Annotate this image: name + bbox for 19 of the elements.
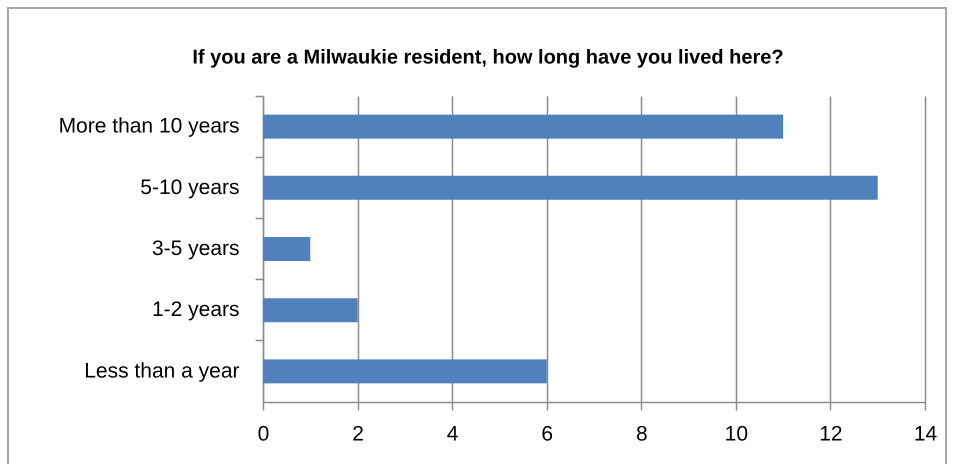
y-tick-label: 5-10 years bbox=[140, 176, 240, 199]
chart-title: If you are a Milwaukie resident, how long have you lived here? bbox=[192, 46, 784, 68]
bar bbox=[263, 114, 784, 139]
x-tick-label: 2 bbox=[352, 422, 364, 446]
x-tick-label: 0 bbox=[258, 422, 270, 446]
bar bbox=[263, 237, 310, 261]
x-tick-label: 4 bbox=[446, 422, 459, 446]
x-tick-label: 10 bbox=[724, 422, 748, 446]
x-tick-label: 12 bbox=[819, 422, 843, 446]
x-tick-label: 8 bbox=[636, 422, 648, 446]
bar bbox=[263, 176, 878, 200]
y-tick-label: 3-5 years bbox=[152, 237, 240, 260]
y-tick-label: 1-2 years bbox=[152, 298, 240, 322]
x-tick-label: 14 bbox=[914, 422, 938, 446]
bar bbox=[263, 298, 358, 322]
bar bbox=[263, 359, 547, 384]
y-tick-label: More than 10 years bbox=[58, 114, 240, 138]
y-tick-label: Less than a year bbox=[84, 359, 240, 382]
x-tick-label: 6 bbox=[541, 422, 554, 446]
